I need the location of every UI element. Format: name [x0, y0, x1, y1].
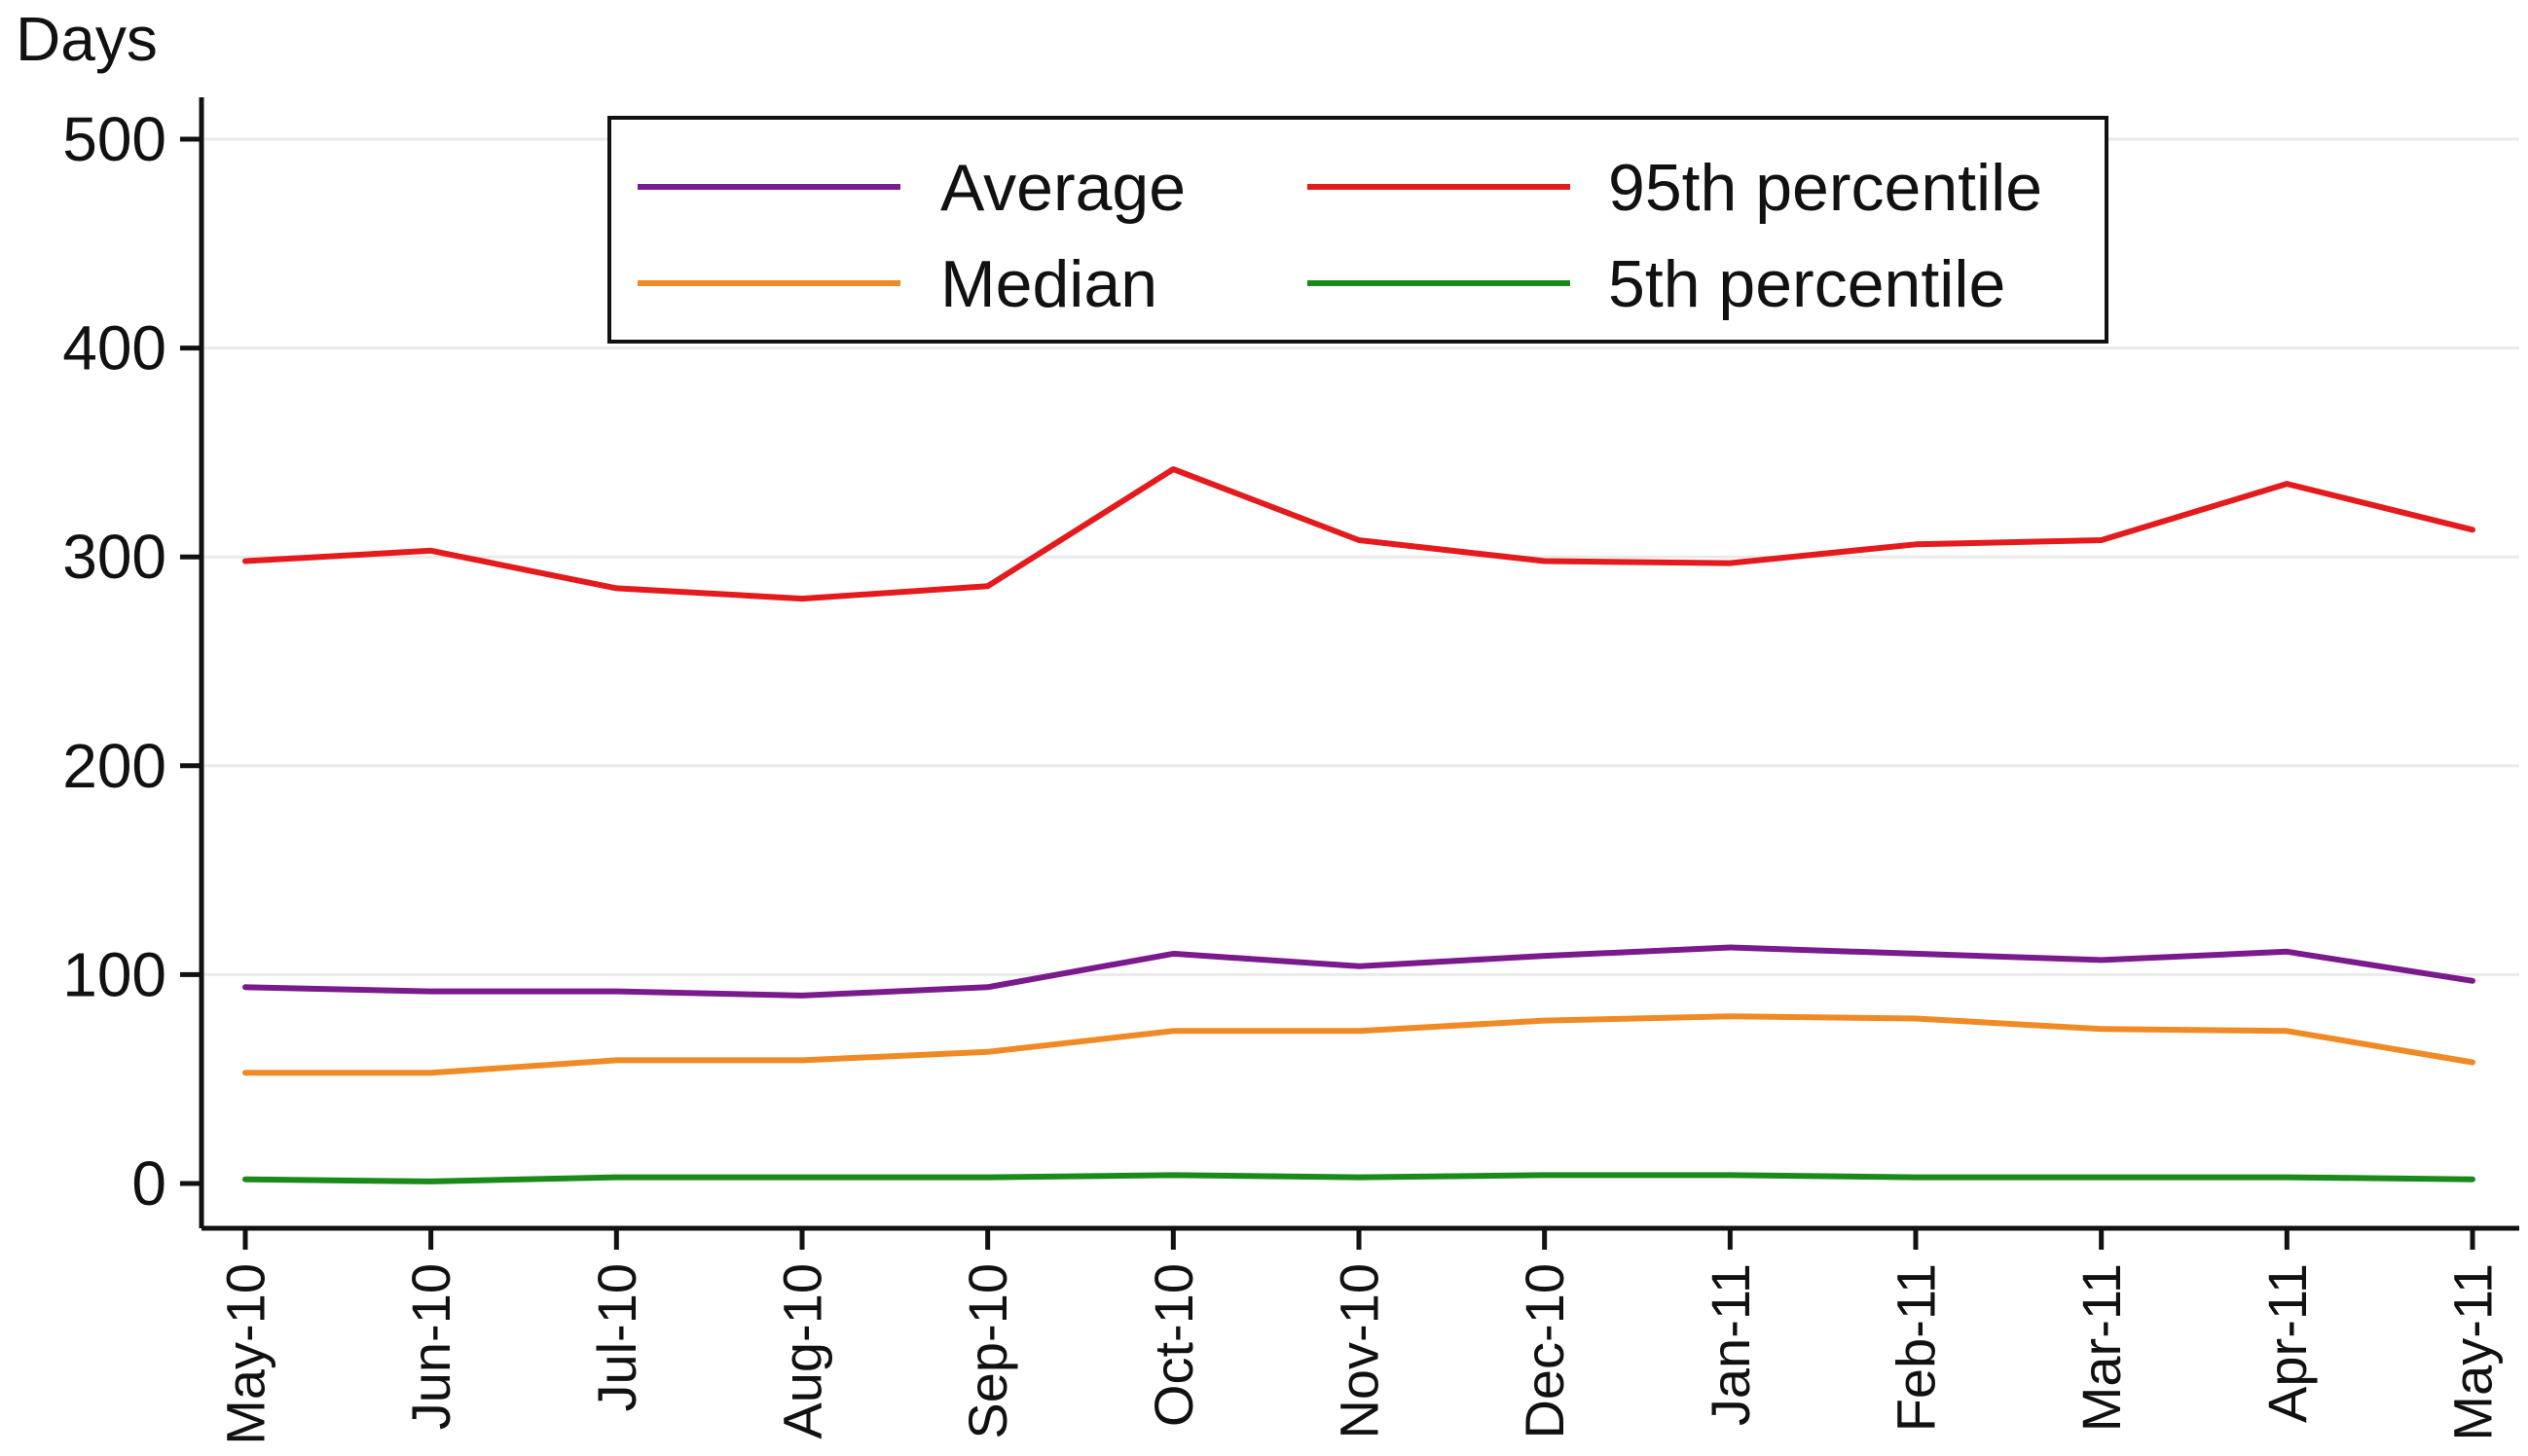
- y-tick-label: 300: [62, 522, 166, 592]
- y-tick-label: 100: [62, 939, 166, 1009]
- x-tick-label: Nov-10: [1329, 1263, 1390, 1439]
- x-tick-label: Mar-11: [2070, 1263, 2132, 1432]
- x-axis-ticks: May-10 Jun-10 Jul-10 Aug-10 Sep-10 Oct-10 Nov-…: [215, 1228, 2504, 1445]
- x-tick-label: Feb-11: [1886, 1263, 1947, 1432]
- series-line-average: [242, 944, 2475, 999]
- x-tick-label: May-10: [215, 1263, 276, 1445]
- legend-box: [607, 116, 2108, 344]
- x-tick-label: Dec-10: [1514, 1263, 1575, 1439]
- x-tick-label: Apr-11: [2256, 1263, 2318, 1423]
- x-tick-label: May-11: [2442, 1263, 2504, 1441]
- y-axis-ticks: 0 100 200 300 400 500: [62, 104, 202, 1219]
- x-tick-label: Aug-10: [772, 1263, 833, 1439]
- x-tick-label: Jun-10: [400, 1263, 461, 1430]
- y-axis-title: Days: [16, 4, 158, 74]
- series-line-median: [242, 1013, 2475, 1076]
- y-tick-label: 400: [62, 313, 166, 383]
- legend-label: 5th percentile: [1608, 247, 2005, 321]
- legend-label: 95th percentile: [1608, 151, 2042, 225]
- y-tick-label: 500: [62, 104, 166, 174]
- legend-label: Average: [940, 151, 1186, 225]
- x-tick-label: Oct-10: [1143, 1263, 1204, 1427]
- y-tick-label: 200: [62, 731, 166, 801]
- x-tick-label: Jul-10: [586, 1263, 647, 1412]
- legend-label: Median: [940, 247, 1157, 321]
- legend: Average 95th percentile Median 5th percenti…: [607, 116, 2108, 344]
- y-tick-label: 0: [131, 1148, 166, 1219]
- series-line-5th-percentile: [242, 1172, 2475, 1184]
- series-line-95th-percentile: [242, 466, 2475, 602]
- x-tick-label: Jan-11: [1700, 1263, 1761, 1426]
- series-layer: [242, 466, 2475, 1184]
- x-tick-label: Sep-10: [957, 1263, 1018, 1439]
